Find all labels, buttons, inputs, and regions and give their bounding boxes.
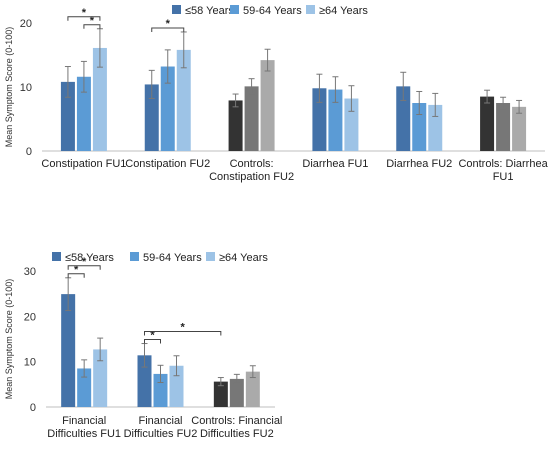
chart-constipation-diarrhea: Mean Symptom Score (0-100) 0 10 20 Constipat… [4, 5, 549, 183]
x-category-label: Diarrhea FU2 [386, 158, 452, 170]
legend-swatch [172, 5, 181, 14]
significance-bracket [83, 24, 101, 29]
bar [76, 76, 91, 151]
legend-swatch [206, 252, 215, 261]
legend-label: 59-64 Years [143, 252, 202, 264]
bar [137, 355, 152, 407]
significance-bracket [144, 331, 222, 336]
y-tick-label: 10 [24, 357, 36, 369]
significance-star: * [150, 330, 155, 342]
significance-star: * [181, 322, 186, 334]
bar [512, 106, 527, 151]
y-axis-label: Mean Symptom Score (0-100) [4, 27, 14, 148]
bar [428, 104, 443, 151]
significance-bracket [151, 27, 185, 32]
significance-star: * [90, 15, 95, 27]
bar [92, 47, 107, 151]
x-category-label: Constipation FU1 [41, 158, 126, 170]
x-category-label: Controls: Financial Difficulties FU2 [191, 415, 282, 440]
y-tick-label: 10 [20, 82, 32, 94]
x-category-label: Diarrhea FU1 [302, 158, 368, 170]
y-tick-label: 0 [26, 146, 32, 158]
x-category-label: Controls: Diarrhea FU1 [458, 158, 548, 183]
bar [60, 81, 75, 151]
bar [93, 349, 108, 407]
significance-star: * [82, 256, 87, 268]
significance-star: * [82, 7, 87, 19]
y-tick-label: 0 [30, 402, 36, 414]
bar [160, 66, 175, 151]
bar [260, 60, 275, 152]
bar [77, 368, 92, 407]
bar [496, 103, 511, 151]
significance-bracket [67, 16, 101, 21]
legend-swatch [52, 252, 61, 261]
significance-bracket [144, 339, 161, 344]
bar [244, 86, 259, 151]
bar [328, 89, 343, 151]
y-axis-label: Mean Symptom Score (0-100) [4, 279, 14, 400]
legend-swatch [230, 5, 239, 14]
y-tick-label: 30 [24, 266, 36, 278]
y-tick-label: 20 [20, 18, 32, 30]
legend-swatch [130, 252, 139, 261]
bar [245, 371, 260, 407]
bar [228, 100, 243, 151]
bar [396, 86, 411, 151]
x-category-label: Controls: Constipation FU2 [209, 158, 294, 183]
bar [229, 378, 244, 407]
x-category-label: Constipation FU2 [125, 158, 210, 170]
legend-label: ≥64 Years [219, 252, 268, 264]
bar [176, 49, 191, 151]
bar [412, 103, 427, 151]
legend-label: ≤58 Years [185, 5, 234, 17]
significance-star: * [74, 264, 79, 276]
chart-financial-difficulties: Mean Symptom Score (0-100) 0 10 20 30 Financi… [4, 252, 282, 440]
x-category-label: Financial Difficulties FU1 [47, 415, 121, 440]
bar [169, 365, 184, 407]
y-tick-label: 20 [24, 311, 36, 323]
bar [61, 294, 76, 407]
legend-label: ≤58 Years [65, 252, 114, 264]
significance-bracket [67, 265, 101, 270]
legend-label: 59-64 Years [243, 5, 302, 17]
bar [312, 88, 327, 151]
bar [213, 381, 228, 407]
legend-label: ≥64 Years [319, 5, 368, 17]
x-category-label: Financial Difficulties FU2 [124, 415, 198, 440]
bar [344, 98, 359, 151]
significance-star: * [166, 18, 171, 30]
significance-bracket [67, 273, 85, 278]
bar [153, 373, 168, 407]
bar [480, 96, 495, 151]
legend-swatch [306, 5, 315, 14]
bar [144, 84, 159, 151]
